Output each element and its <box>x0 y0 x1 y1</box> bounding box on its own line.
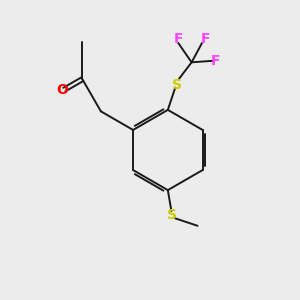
Text: F: F <box>173 32 183 46</box>
Text: S: S <box>167 208 177 222</box>
Text: S: S <box>172 78 182 92</box>
Text: F: F <box>201 32 210 46</box>
Text: F: F <box>211 54 221 68</box>
Text: O: O <box>56 82 68 97</box>
